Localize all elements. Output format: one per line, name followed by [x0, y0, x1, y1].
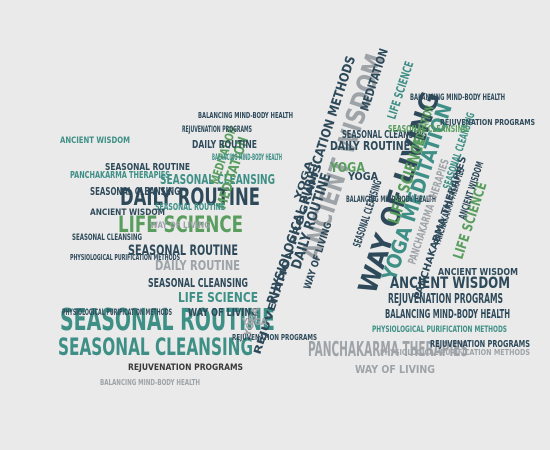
word-ancient-wisdom: ANCIENT WISDOM: [60, 136, 130, 146]
word-seasonal-cleansing: SEASONAL CLEANSING: [90, 185, 180, 198]
word-seasonal-cleansing: SEASONAL CLEANSING: [160, 173, 275, 188]
word-seasonal-cleansing: SEASONAL CLEANSING: [72, 233, 142, 243]
word-balancing-mind-body-health: BALANCING MIND-BODY HEALTH: [198, 111, 293, 120]
word-physiological-purification-methods: PHYSIOLOGICAL PURIFICATION METHODS: [70, 253, 180, 262]
word-balancing-mind-body-health: BALANCING MIND-BODY HEALTH: [212, 153, 282, 163]
word-balancing-mind-body-health: BALANCING MIND-BODY HEALTH: [346, 195, 436, 205]
word-panchakarma-therapies: PANCHAKARMA THERAPIES: [70, 170, 170, 181]
word-panchakarma-therapies: PANCHAKARMA THERAPIES: [308, 337, 468, 361]
word-daily-routine: DAILY ROUTINE: [155, 259, 240, 274]
word-way-of-living: WAY OF LIVING: [355, 363, 435, 376]
word-ancient-wisdom: ANCIENT WISDOM: [390, 273, 510, 292]
word-seasonal-routine: SEASONAL ROUTINE: [155, 202, 225, 213]
word-physiological-purification-methods: PHYSIOLOGICAL PURIFICATION METHODS: [380, 348, 530, 357]
word-life-science: LIFE SCIENCE: [178, 291, 258, 306]
word-yoga: YOGA: [329, 161, 365, 176]
word-rejuvenation-programs: REJUVENATION PROGRAMS: [388, 292, 503, 307]
word-rejuvenation-programs: REJUVENATION PROGRAMS: [232, 333, 317, 342]
word-seasonal-cleansing: SEASONAL CLEANSING: [148, 276, 248, 290]
word-daily-routine: DAILY ROUTINE: [330, 139, 410, 153]
word-seasonal-routine: SEASONAL ROUTINE: [60, 303, 275, 338]
word-yoga: YOGA: [241, 317, 267, 328]
word-balancing-mind-body-health: BALANCING MIND-BODY HEALTH: [385, 307, 510, 321]
word-ancient-wisdom: ANCIENT WISDOM: [438, 267, 518, 278]
word-seasonal-cleansing: SEASONAL CLEANSING: [388, 124, 468, 135]
word-rejuvenation-programs: REJUVENATION PROGRAMS: [430, 339, 530, 350]
word-seasonal-cleansing: SEASONAL CLEANSING: [342, 128, 427, 141]
word-physiological-purification-methods: PHYSIOLOGICAL PURIFICATION METHODS: [62, 308, 172, 318]
word-way-of-living: WAY OF LIVING: [188, 306, 258, 319]
word-physiological-purification-methods: PHYSIOLOGICAL PURIFICATION METHODS: [372, 325, 507, 335]
word-ancient-wisdom: ANCIENT WISDOM: [90, 208, 165, 218]
word-life-science: LIFE SCIENCE: [118, 213, 243, 238]
word-rejuvenation-programs: REJUVENATION PROGRAMS: [440, 118, 535, 127]
word-daily-routine: DAILY ROUTINE: [192, 138, 257, 151]
word-rejuvenation-programs: REJUVENATION PROGRAMS: [128, 363, 243, 373]
word-yoga: YOGA: [347, 170, 378, 183]
word-balancing-mind-body-health: BALANCING MIND-BODY HEALTH: [100, 378, 200, 387]
word-balancing-mind-body-health: BALANCING MIND-BODY HEALTH: [410, 93, 505, 103]
word-way-of-living: WAY OF LIVING: [150, 221, 210, 231]
word-daily-routine: DAILY ROUTINE: [120, 183, 260, 211]
word-seasonal-routine: SEASONAL ROUTINE: [128, 243, 238, 259]
word-seasonal-cleansing: SEASONAL CLEANSING: [58, 333, 253, 361]
word-rejuvenation-programs: REJUVENATION PROGRAMS: [182, 125, 252, 135]
word-seasonal-routine: SEASONAL ROUTINE: [105, 162, 190, 173]
